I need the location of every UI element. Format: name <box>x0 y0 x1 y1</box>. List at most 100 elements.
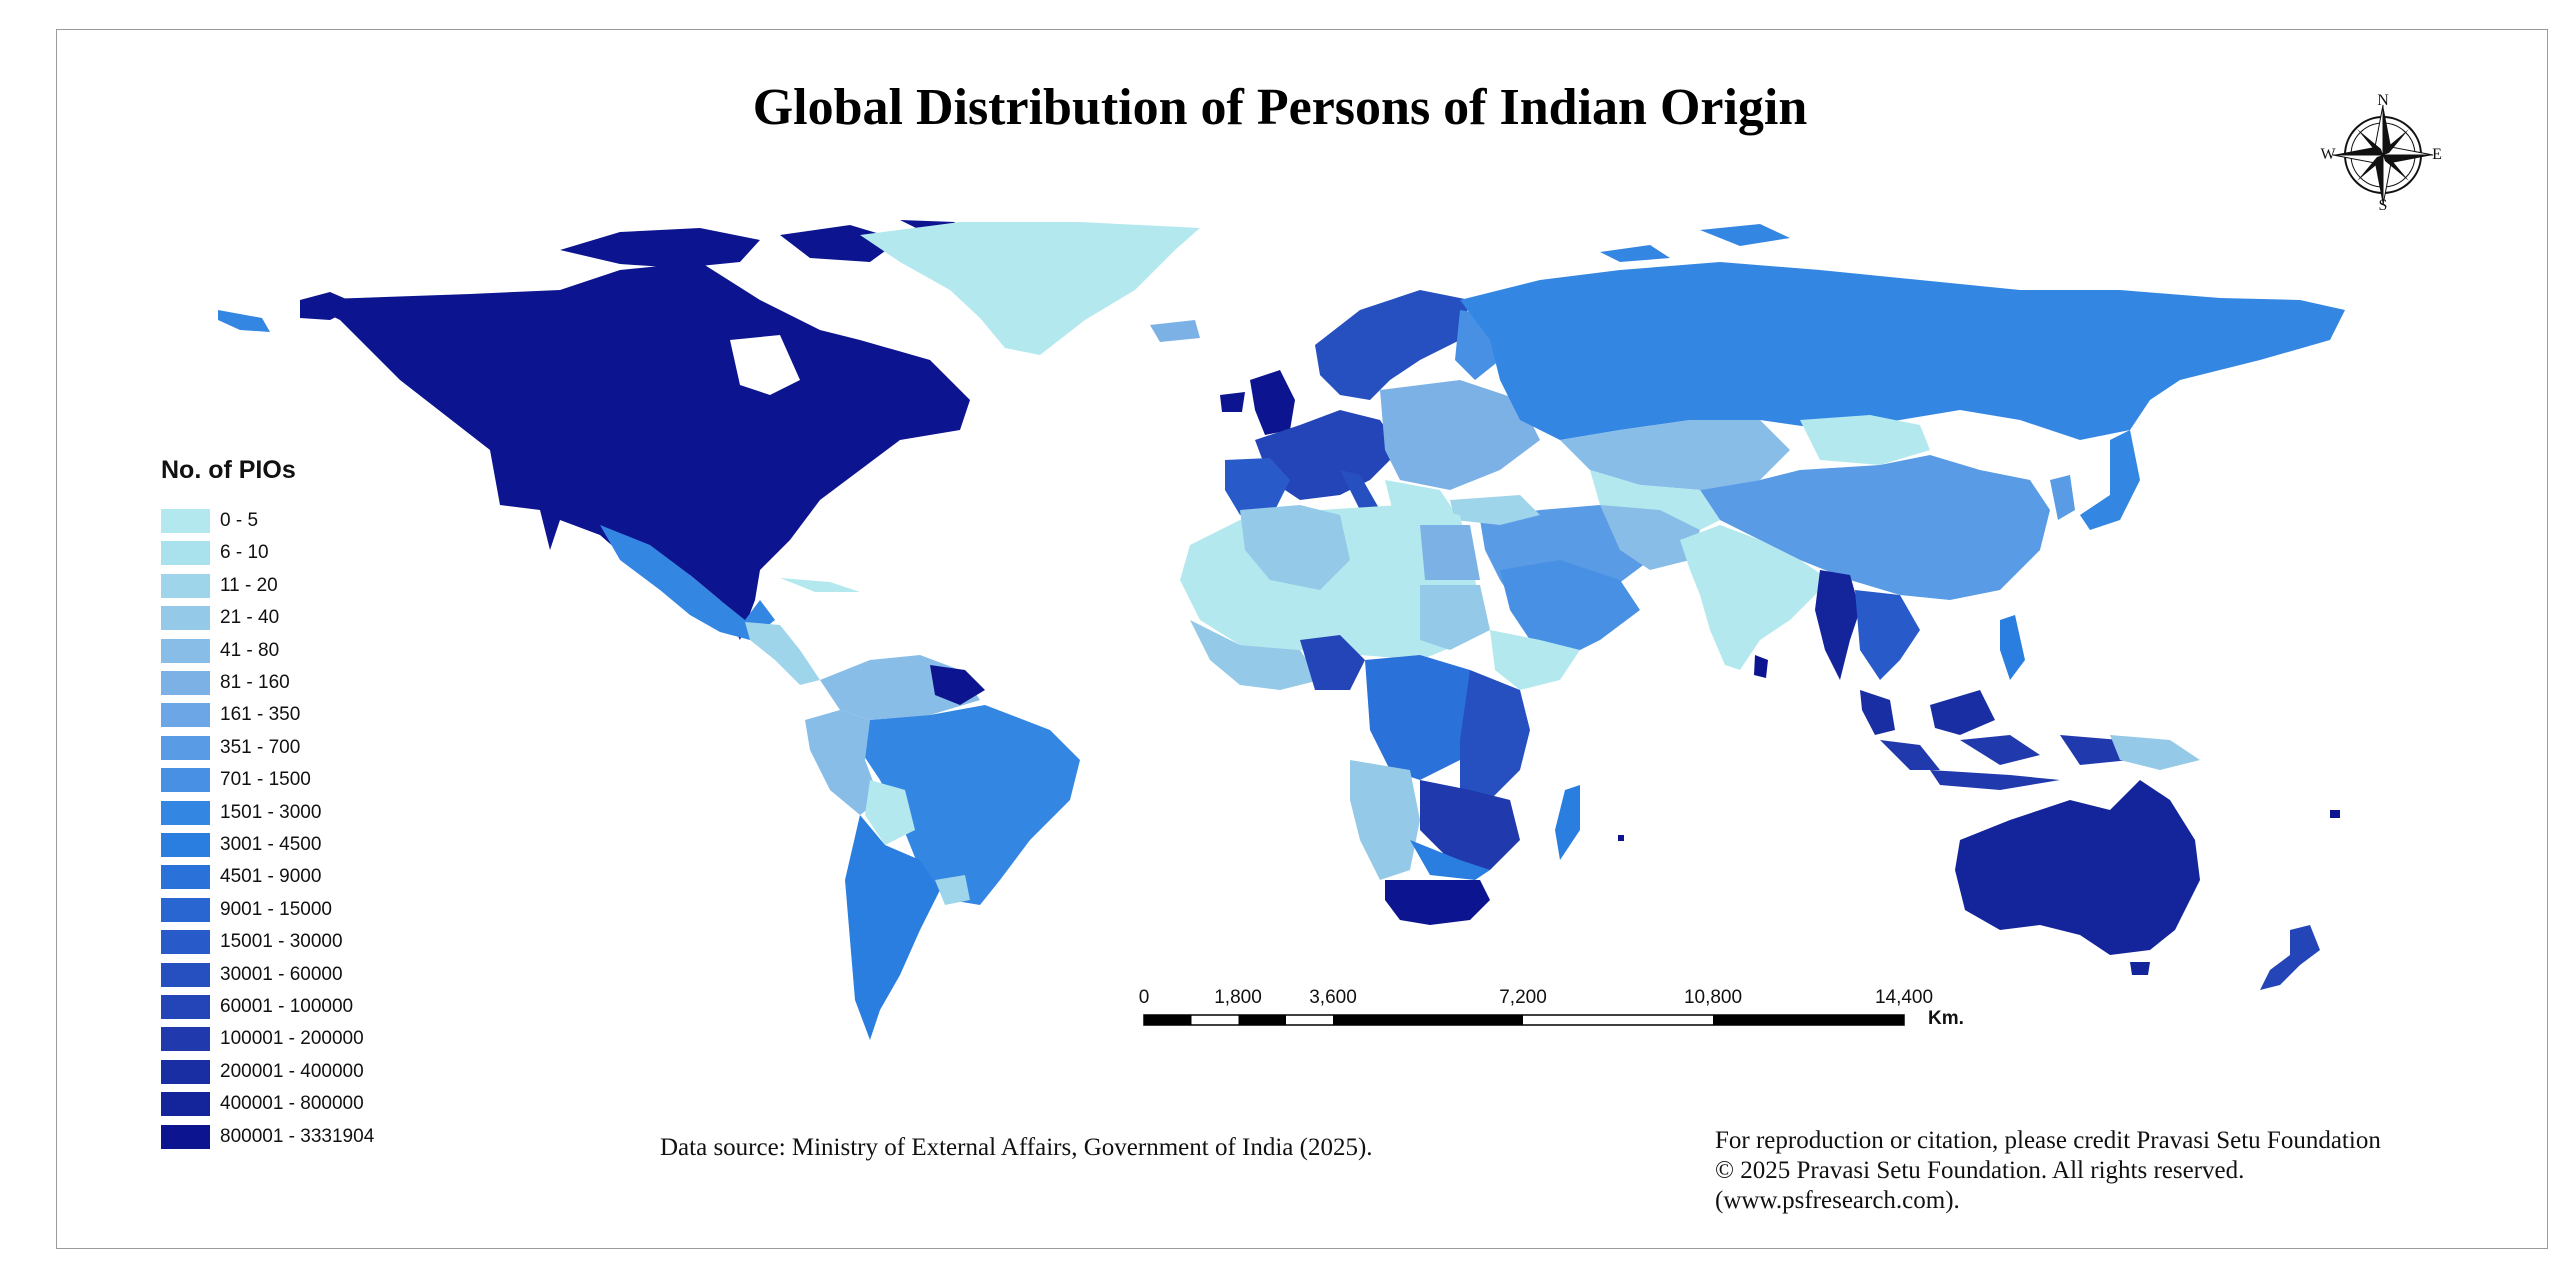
scale-segment <box>1713 1015 1904 1025</box>
legend-swatch <box>161 800 210 825</box>
scale-label: 14,400 <box>1874 987 1934 1008</box>
region-mongolia <box>1800 415 1930 465</box>
region-central-asia <box>1590 470 1720 535</box>
region-alaska-west <box>218 310 270 332</box>
compass-west-label: W <box>2320 146 2336 163</box>
region-west-africa <box>1190 620 1320 690</box>
region-central-america <box>745 622 820 685</box>
region-brazil <box>860 705 1080 905</box>
region-philippines <box>2000 615 2025 680</box>
legend-swatch <box>161 1027 210 1052</box>
credit-line: (www.psfresearch.com). <box>1715 1187 1960 1214</box>
region-bolivia <box>865 780 915 845</box>
region-indonesia <box>1880 735 2130 790</box>
region-canada-usa <box>300 262 970 640</box>
legend-item: 701 - 1500 <box>161 768 481 793</box>
legend-item: 800001 - 3331904 <box>161 1124 481 1149</box>
legend-label: 4501 - 9000 <box>220 866 322 888</box>
region-western-europe <box>1255 410 1400 500</box>
region-iberia <box>1225 458 1290 515</box>
region-uruguay <box>935 875 970 905</box>
scale-segment <box>1238 1015 1286 1025</box>
region-greenland <box>860 222 1200 355</box>
region-china <box>1700 455 2050 600</box>
region-cuba <box>780 578 860 592</box>
scale-label: 10,800 <box>1683 987 1743 1008</box>
map-frame <box>56 29 2548 1249</box>
legend-item: 100001 - 200000 <box>161 1027 481 1052</box>
legend-item: 30001 - 60000 <box>161 962 481 987</box>
legend-item: 21 - 40 <box>161 606 481 631</box>
region-central-africa <box>1365 655 1480 780</box>
legend-label: 41 - 80 <box>220 639 280 661</box>
compass-east-label: E <box>2432 146 2442 163</box>
credit-line: © 2025 Pravasi Setu Foundation. All righ… <box>1715 1157 2245 1184</box>
legend-label: 400001 - 800000 <box>220 1093 364 1115</box>
scale-bar <box>1143 1014 1905 1026</box>
credits-block: For reproduction or citation, please cre… <box>1715 1126 2381 1216</box>
region-new-zealand <box>2260 925 2320 990</box>
region-zambia-mozambique <box>1420 780 1520 870</box>
legend-swatch <box>161 703 210 728</box>
legend-item: 161 - 350 <box>161 703 481 728</box>
region-egypt <box>1420 525 1480 580</box>
legend-label: 11 - 20 <box>220 574 278 596</box>
region-iran-afghanistan <box>1600 505 1700 570</box>
legend-swatch <box>161 606 210 631</box>
region-eastern-europe <box>1380 380 1540 490</box>
legend-item: 200001 - 400000 <box>161 1059 481 1084</box>
legend-swatch <box>161 1124 210 1149</box>
legend-label: 701 - 1500 <box>220 769 311 791</box>
region-nigeria <box>1300 635 1365 690</box>
scale-label: 3,600 <box>1309 987 1357 1008</box>
legend-swatch <box>161 573 210 598</box>
data-source-note: Data source: Ministry of External Affair… <box>660 1134 1373 1161</box>
compass-rose <box>2332 104 2434 206</box>
scale-label: 0 <box>1138 987 1150 1008</box>
legend-swatch <box>161 865 210 890</box>
legend-item: 15001 - 30000 <box>161 930 481 955</box>
credit-line: For reproduction or citation, please cre… <box>1715 1127 2381 1154</box>
legend-item: 60001 - 100000 <box>161 995 481 1019</box>
region-papua <box>2110 735 2200 770</box>
legend-label: 9001 - 15000 <box>220 898 332 920</box>
legend-label: 800001 - 3331904 <box>220 1125 375 1147</box>
legend-item: 81 - 160 <box>161 671 481 695</box>
region-east-africa <box>1460 670 1530 800</box>
region-south-africa <box>1385 880 1490 925</box>
region-russian-islands <box>1600 224 1790 262</box>
scale-segment <box>1144 1015 1192 1025</box>
legend-title: No. of PIOs <box>161 456 296 484</box>
legend-label: 161 - 350 <box>220 704 301 726</box>
region-mexico <box>600 525 775 640</box>
legend-swatch <box>161 995 210 1019</box>
legend-item: 1501 - 3000 <box>161 800 481 825</box>
region-sri-lanka <box>1754 655 1768 678</box>
legend-swatch <box>161 509 210 533</box>
region-turkey <box>1450 495 1540 525</box>
legend-item: 41 - 80 <box>161 638 481 663</box>
legend-label: 1501 - 3000 <box>220 801 322 823</box>
region-kazakhstan <box>1560 420 1790 490</box>
legend-label: 0 - 5 <box>220 510 259 531</box>
region-alaska <box>300 292 360 320</box>
legend-swatch <box>161 768 210 793</box>
region-scandinavia <box>1315 290 1470 400</box>
scale-label: 7,200 <box>1499 987 1547 1008</box>
legend-label: 6 - 10 <box>220 542 269 564</box>
region-myanmar <box>1815 570 1860 680</box>
region-russia <box>1460 262 2345 440</box>
region-india <box>1680 525 1830 670</box>
legend-item: 400001 - 800000 <box>161 1092 481 1117</box>
region-guyana <box>930 665 985 705</box>
legend-item: 3001 - 4500 <box>161 833 481 857</box>
legend-label: 15001 - 30000 <box>220 931 343 953</box>
region-uk-ireland <box>1220 370 1295 435</box>
legend-swatch <box>161 735 210 760</box>
legend-item: 4501 - 9000 <box>161 865 481 890</box>
legend-label: 21 - 40 <box>220 607 280 629</box>
region-japan <box>2080 430 2140 530</box>
compass-north-label: N <box>2377 92 2389 109</box>
region-malaysia <box>1860 690 1995 735</box>
